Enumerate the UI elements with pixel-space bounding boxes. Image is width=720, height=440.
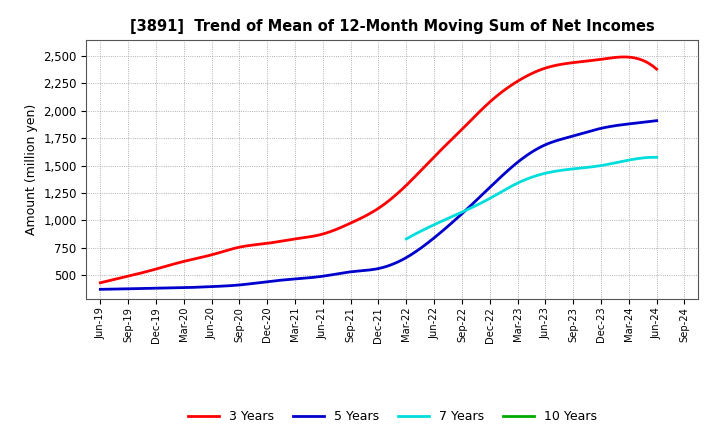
Title: [3891]  Trend of Mean of 12-Month Moving Sum of Net Incomes: [3891] Trend of Mean of 12-Month Moving … — [130, 19, 654, 34]
Legend: 3 Years, 5 Years, 7 Years, 10 Years: 3 Years, 5 Years, 7 Years, 10 Years — [183, 405, 602, 428]
Y-axis label: Amount (million yen): Amount (million yen) — [24, 104, 37, 235]
